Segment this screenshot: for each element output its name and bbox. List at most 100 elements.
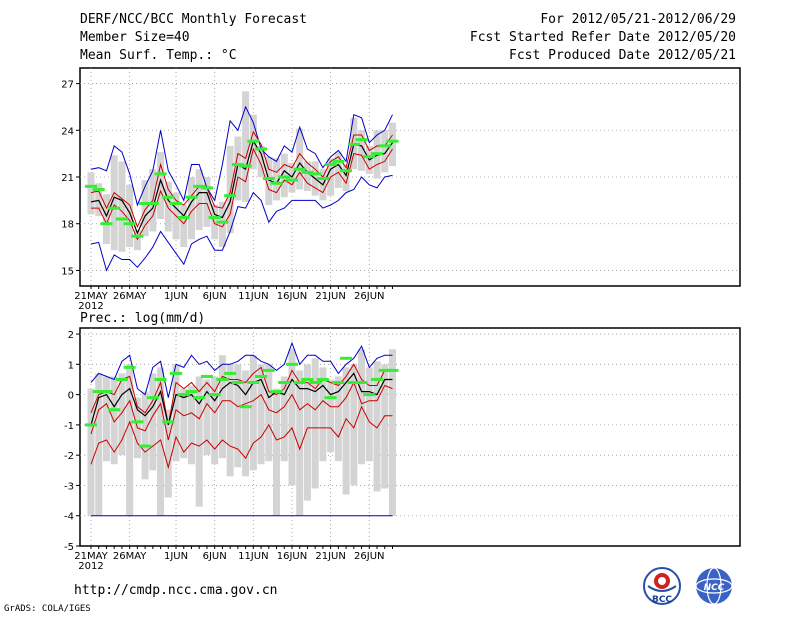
ensemble-box: [87, 388, 95, 516]
ensemble-box: [218, 201, 226, 248]
ensemble-box: [234, 364, 242, 468]
source-url[interactable]: http://cmdp.ncc.cma.gov.cn: [74, 583, 278, 598]
ensemble-box: [265, 364, 273, 462]
observed-marker: [378, 368, 391, 372]
ensemble-box: [249, 355, 257, 471]
ensemble-box: [273, 388, 281, 516]
observed-marker: [216, 220, 229, 224]
ensemble-box: [95, 373, 103, 516]
observed-marker: [340, 169, 353, 173]
observed-marker: [363, 155, 376, 159]
panel-precipitation: -5 -4 -3 -2 -1 0 1 2 21MAY 26MAY 1JUN 6JUN 11JUN 16JU…: [64, 327, 741, 572]
forecast-period: For 2012/05/21-2012/06/29: [540, 12, 736, 27]
ensemble-box: [296, 370, 304, 516]
ensemble-box: [102, 376, 110, 462]
observed-marker: [355, 381, 368, 384]
observed-marker: [100, 390, 113, 394]
observed-marker: [208, 215, 221, 219]
observed-marker: [278, 175, 291, 179]
observed-marker: [139, 201, 152, 205]
ensemble-box: [141, 180, 149, 237]
observed-marker: [262, 177, 275, 181]
observed-marker: [270, 181, 283, 185]
refer-date: Fcst Started Refer Date 2012/05/20: [469, 30, 736, 45]
observed-marker: [131, 234, 144, 238]
observed-marker: [92, 390, 105, 394]
ensemble-box: [126, 184, 134, 248]
ensemble-box: [334, 376, 342, 462]
member-size-label: Member Size=40: [80, 30, 190, 45]
series-max-line: [90, 341, 393, 398]
observed-marker: [278, 381, 291, 384]
observed-marker: [115, 217, 128, 221]
observed-marker: [177, 393, 190, 397]
ensemble-box: [102, 194, 110, 244]
ensemble-box: [280, 376, 288, 462]
observed-marker: [371, 377, 384, 381]
ensemble-box: [164, 409, 172, 498]
observed-marker: [162, 420, 175, 424]
ensemble-box: [296, 128, 304, 190]
x-tick-label: 21JUN: [315, 291, 345, 302]
ensemble-box: [180, 388, 188, 459]
x-tick-label: 26JUN: [354, 551, 384, 562]
observed-marker: [239, 164, 252, 168]
ensemble-box: [381, 130, 389, 173]
observed-marker: [85, 423, 97, 427]
observed-marker: [123, 222, 136, 226]
ensemble-box: [126, 364, 134, 516]
observed-marker: [85, 184, 97, 188]
x-tick-label: 16JUN: [277, 551, 307, 562]
observed-marker: [193, 184, 206, 188]
ncc-logo-text: NCC: [704, 583, 725, 593]
y-tick-label: -5: [64, 542, 74, 553]
ensemble-box: [265, 156, 273, 206]
ensemble-box: [157, 152, 165, 220]
ensemble-box: [311, 358, 319, 489]
ensemble-box: [110, 376, 118, 465]
observed-marker: [285, 362, 298, 366]
observed-marker: [193, 396, 206, 400]
x-tick-label: 1JUN: [164, 291, 188, 302]
series-max-line: [90, 105, 393, 207]
ensemble-box: [358, 130, 366, 171]
x-tick-label: 21JUN: [315, 551, 345, 562]
observed-marker: [301, 170, 314, 174]
ensemble-box: [180, 205, 188, 248]
observed-marker: [208, 393, 221, 397]
observed-marker: [309, 172, 322, 176]
y-tick-label: 21: [61, 173, 74, 184]
x-tick-label: 6JUN: [203, 551, 227, 562]
observed-marker: [108, 206, 121, 210]
observed-marker: [262, 368, 275, 372]
ensemble-box: [203, 379, 211, 456]
observed-marker: [355, 138, 368, 142]
observed-marker: [316, 377, 329, 381]
observed-marker: [231, 163, 244, 167]
ensemble-box: [172, 364, 180, 462]
observed-marker: [146, 396, 159, 400]
y-tick-label: 15: [61, 266, 74, 277]
ensemble-box: [95, 183, 103, 216]
x-tick-label: 21MAY: [74, 291, 108, 302]
ensemble-box: [87, 172, 95, 215]
ensemble-box: [273, 158, 281, 201]
ensemble-box: [211, 376, 219, 465]
ensemble-box: [164, 181, 172, 232]
ensemble-box: [342, 164, 350, 192]
observed-marker: [224, 194, 237, 198]
panel-temperature: 15 18 21 24 27 21MAY 26MAY 1JUN 6JUN 11JUN 16JUN 21…: [61, 67, 741, 312]
observed-marker: [123, 365, 136, 369]
observed-marker: [154, 377, 167, 381]
bcc-logo-text: BCC: [652, 595, 672, 605]
observed-marker: [324, 163, 337, 167]
ensemble-box: [187, 385, 195, 465]
y-tick-label: -3: [64, 481, 74, 492]
ensemble-box: [388, 122, 396, 167]
observed-marker: [371, 152, 384, 156]
plot-frame: [79, 67, 741, 287]
observed-marker: [332, 381, 345, 384]
x-tick-label: 26JUN: [354, 291, 384, 302]
observed-marker: [108, 408, 121, 412]
